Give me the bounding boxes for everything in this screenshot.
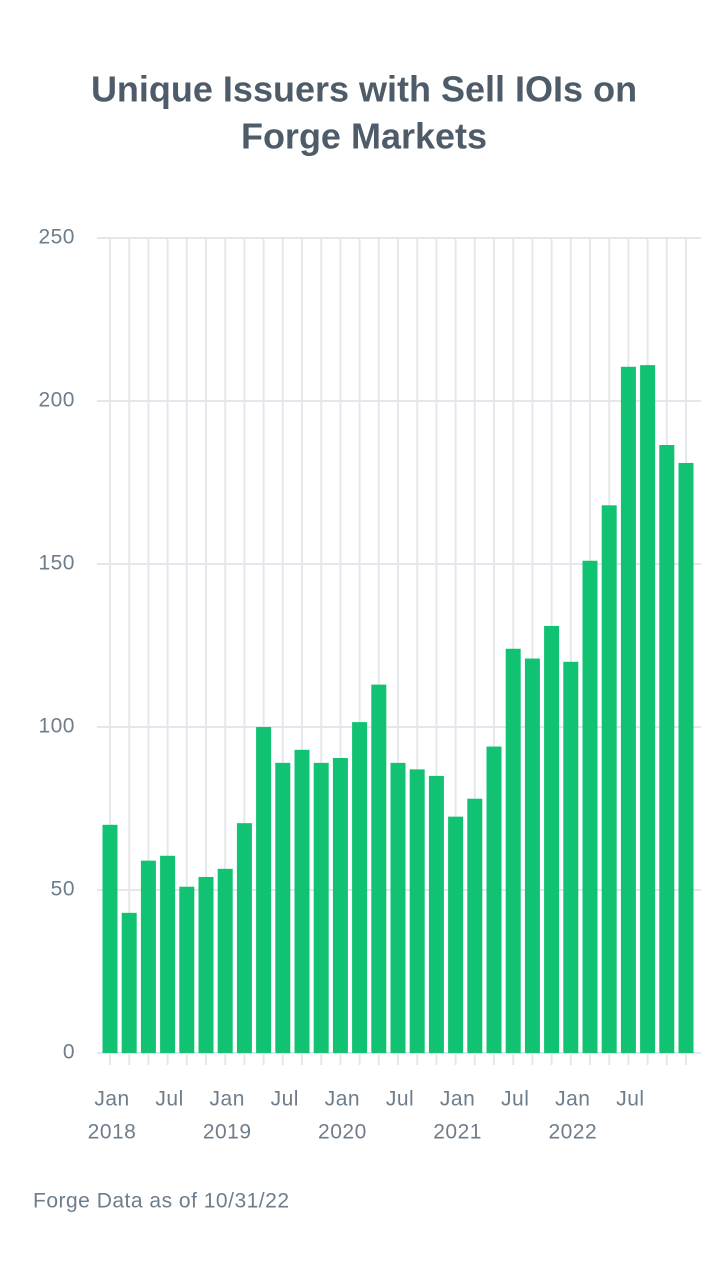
bar bbox=[217, 868, 233, 1053]
x-tick-label: Jul bbox=[616, 1088, 644, 1111]
bar bbox=[390, 762, 406, 1053]
footnote: Forge Data as of 10/31/22 bbox=[33, 1190, 290, 1213]
bar bbox=[486, 746, 502, 1053]
bar bbox=[505, 648, 521, 1053]
x-tick-label: Jan bbox=[555, 1088, 590, 1111]
x-tick-label: Jan bbox=[94, 1088, 129, 1111]
x-tick-label: Jan bbox=[440, 1088, 475, 1111]
x-tick-label: Jul bbox=[501, 1088, 529, 1111]
bar bbox=[332, 757, 348, 1053]
bar bbox=[659, 445, 675, 1053]
bar bbox=[294, 749, 310, 1053]
y-tick-label: 100 bbox=[38, 715, 75, 738]
x-tick-label: 2021 bbox=[433, 1121, 482, 1144]
x-tick-label: 2019 bbox=[203, 1121, 252, 1144]
y-tick-label: 50 bbox=[51, 878, 75, 901]
bar bbox=[582, 560, 598, 1053]
bar bbox=[275, 762, 291, 1053]
bar bbox=[601, 505, 617, 1053]
bar bbox=[121, 912, 137, 1053]
x-tick-label: Jul bbox=[386, 1088, 414, 1111]
bar bbox=[352, 722, 368, 1053]
bar bbox=[640, 365, 656, 1053]
y-tick-label: 0 bbox=[63, 1041, 75, 1064]
bar bbox=[620, 366, 636, 1053]
x-tick-label: Jan bbox=[210, 1088, 245, 1111]
bar bbox=[140, 860, 156, 1053]
bar bbox=[179, 886, 195, 1053]
bar bbox=[448, 816, 464, 1053]
bar bbox=[467, 798, 483, 1053]
chart-title: Unique Issuers with Sell IOIs on bbox=[91, 69, 637, 110]
y-tick-label: 250 bbox=[38, 226, 75, 249]
x-tick-label: 2022 bbox=[548, 1121, 597, 1144]
bar bbox=[409, 769, 425, 1053]
bar bbox=[563, 661, 579, 1053]
chart-title: Forge Markets bbox=[241, 116, 487, 157]
x-tick-label: 2018 bbox=[88, 1121, 137, 1144]
bar bbox=[678, 462, 694, 1053]
bar bbox=[198, 876, 214, 1053]
x-tick-label: Jan bbox=[325, 1088, 360, 1111]
bar bbox=[236, 823, 252, 1053]
y-tick-label: 200 bbox=[38, 389, 75, 412]
x-tick-label: Jul bbox=[271, 1088, 299, 1111]
bar bbox=[256, 727, 272, 1053]
bar bbox=[544, 625, 560, 1053]
bar bbox=[313, 762, 329, 1053]
bar bbox=[371, 684, 387, 1053]
y-tick-label: 150 bbox=[38, 552, 75, 575]
bar bbox=[102, 824, 118, 1053]
bar bbox=[160, 855, 176, 1053]
bar bbox=[428, 775, 444, 1053]
bar bbox=[524, 658, 540, 1053]
x-tick-label: 2020 bbox=[318, 1121, 367, 1144]
x-tick-label: Jul bbox=[155, 1088, 183, 1111]
